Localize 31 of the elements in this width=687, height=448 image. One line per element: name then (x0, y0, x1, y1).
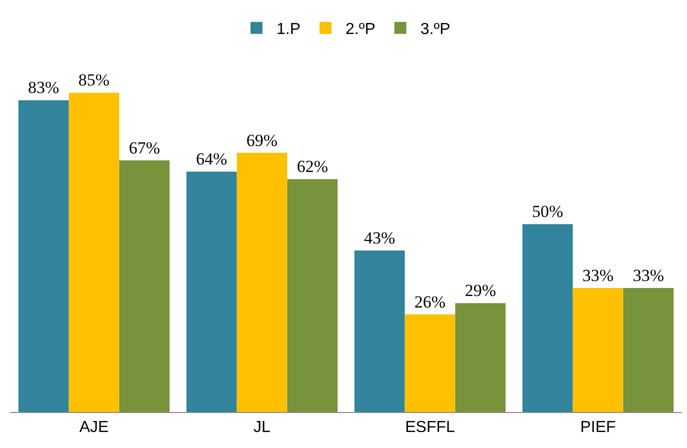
bar (572, 288, 624, 412)
data-label: 62% (296, 157, 328, 176)
data-label: 67% (128, 138, 160, 158)
bar (186, 172, 237, 412)
data-label: 26% (414, 292, 446, 312)
bar (119, 160, 170, 412)
data-label: 33% (582, 266, 614, 286)
legend-label: 3.ºP (420, 21, 450, 38)
bar (623, 288, 674, 412)
data-label: 29% (464, 281, 496, 300)
bar (404, 314, 456, 412)
data-label: 85% (78, 70, 110, 90)
legend-label: 1.P (276, 21, 301, 38)
data-label: 64% (196, 150, 228, 169)
bar (18, 100, 69, 412)
data-label: 50% (532, 202, 564, 222)
bar (236, 152, 288, 412)
legend-label: 2.ºP (346, 21, 376, 38)
x-tick-label: PIEF (580, 419, 616, 436)
x-tick-label: ESFFL (405, 419, 455, 436)
x-tick-label: AJE (79, 419, 109, 436)
bar (354, 250, 405, 412)
data-label: 83% (28, 78, 60, 98)
data-label: 69% (246, 130, 278, 150)
bar (522, 224, 573, 412)
data-label: 43% (364, 228, 396, 248)
bar (68, 92, 120, 412)
x-tick-label: JL (254, 419, 271, 436)
bar (287, 179, 338, 412)
bar (455, 303, 506, 412)
data-label: 33% (632, 266, 664, 286)
